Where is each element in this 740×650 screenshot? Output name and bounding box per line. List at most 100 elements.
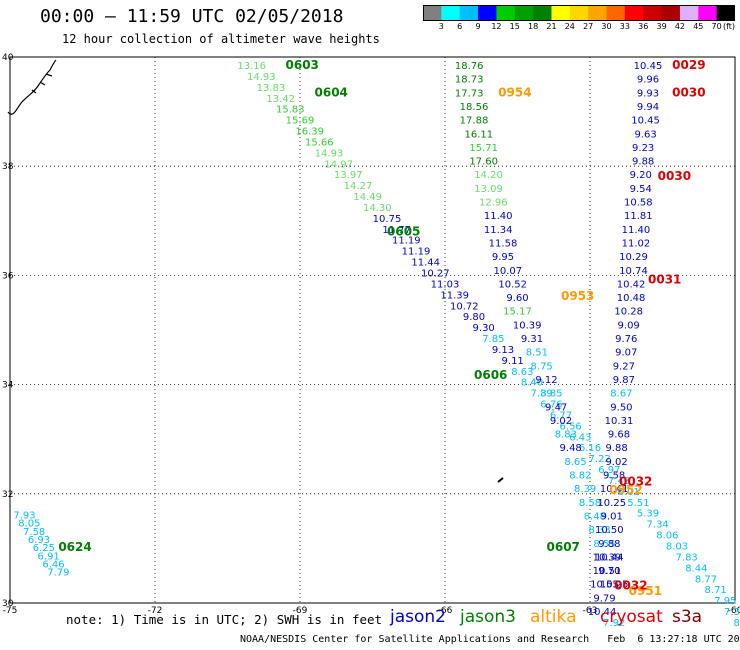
colorbar-swatch <box>514 5 534 21</box>
swh-point: 10.31 <box>605 416 634 427</box>
colorbar-swatch <box>569 5 589 21</box>
swh-point: 6.25 <box>33 543 55 554</box>
page-title: 00:00 – 11:59 UTC 02/05/2018 <box>40 6 344 27</box>
swh-point: 11.03 <box>431 279 460 290</box>
x-tick-label: -69 <box>293 606 308 616</box>
swh-point: 7.93 <box>13 510 35 521</box>
swh-point: 9.12 <box>535 375 557 386</box>
colorbar-swatch <box>496 5 516 21</box>
swh-point: 9.54 <box>630 184 652 195</box>
swh-point: 8.05 <box>18 519 40 530</box>
x-tick-label: -60 <box>728 606 740 616</box>
swh-point: 9.93 <box>637 88 659 99</box>
swh-point: 9.70 <box>598 566 620 577</box>
swh-point: 11.02 <box>622 238 651 249</box>
colorbar-tick-label: 18 <box>528 22 539 31</box>
x-tick-label: -72 <box>148 606 163 616</box>
track-time-label: 0624 <box>58 540 91 554</box>
colorbar-tick-label: 30 <box>601 22 612 31</box>
track-time-label: 0606 <box>474 368 507 382</box>
track-time-label: 0604 <box>315 85 348 99</box>
colorbar-tick-label: 21 <box>546 22 557 31</box>
swh-point: 8.65 <box>564 457 586 468</box>
y-tick-label: 30 <box>2 599 14 609</box>
swh-point: 10.44 <box>588 607 617 618</box>
swh-point: 5.51 <box>627 498 649 509</box>
swh-point: 9.31 <box>521 334 543 345</box>
colorbar-swatch <box>698 5 718 21</box>
swh-point: 10.74 <box>619 266 648 277</box>
swh-point: 9.27 <box>613 361 635 372</box>
swh-point: 11.34 <box>484 225 513 236</box>
swh-point: 8.75 <box>531 361 553 372</box>
track-time-label: 0954 <box>498 85 531 99</box>
legend-note: note: 1) Time is in UTC; 2) SWH is in fe… <box>66 612 383 627</box>
swh-point: 6.56 <box>560 421 582 432</box>
swh-point: 9.11 <box>502 356 524 367</box>
swh-point: 8.83 <box>555 430 577 441</box>
swh-point: 7.38 <box>724 607 740 618</box>
swh-point: 10.48 <box>617 293 646 304</box>
colorbar-swatch <box>624 5 644 21</box>
swh-point: 9.09 <box>618 320 640 331</box>
swh-point: 8.27 <box>734 618 740 629</box>
x-tick-label: -63 <box>583 606 598 616</box>
swh-point: 13.97 <box>334 170 363 181</box>
track-time-label: 0605 <box>387 225 420 239</box>
colorbar-unit-label: (ft) <box>722 22 736 31</box>
colorbar-swatch <box>606 5 626 21</box>
swh-point: 6.77 <box>550 410 572 421</box>
colorbar-swatch <box>679 5 699 21</box>
swh-point: 16.11 <box>465 129 494 140</box>
swh-point: 7.83 <box>676 552 698 563</box>
swh-point: 10.25 <box>597 498 626 509</box>
swh-point: 9.96 <box>637 75 659 86</box>
colorbar-swatch <box>423 5 442 21</box>
swh-point: 13.09 <box>474 184 503 195</box>
swh-point: 9.07 <box>615 348 637 359</box>
colorbar-tick-label: 6 <box>457 22 463 31</box>
swh-point: 12.96 <box>479 198 508 209</box>
swh-point: 8.58 <box>579 498 601 509</box>
swh-point: 10.50 <box>595 525 624 536</box>
swh-point: 10.45 <box>634 61 663 72</box>
swh-point: 10.41 <box>600 484 629 495</box>
colorbar-tick-label: 15 <box>509 22 520 31</box>
swh-point: 11.81 <box>624 211 653 222</box>
swh-point: 11.39 <box>440 290 469 301</box>
track-time-label: 0030 <box>672 85 705 99</box>
colorbar-tick-label: 24 <box>564 22 575 31</box>
swh-point: 8.40 <box>521 378 543 389</box>
colorbar-tick-label: 3 <box>438 22 444 31</box>
colorbar-swatch <box>588 5 608 21</box>
swh-point: 8.51 <box>526 348 548 359</box>
y-tick-label: 34 <box>2 381 14 391</box>
swh-point: 7.43 <box>608 476 630 487</box>
swh-point: 9.30 <box>473 323 495 334</box>
swh-point: 14.93 <box>315 148 344 159</box>
swh-point: 9.63 <box>634 129 656 140</box>
swh-point: 13.16 <box>237 61 266 72</box>
track-time-label: 0953 <box>561 289 594 303</box>
swh-point: 9.68 <box>608 430 630 441</box>
swh-point: 6.91 <box>38 551 60 562</box>
y-tick-label: 38 <box>2 162 14 172</box>
swh-point: 9.23 <box>632 143 654 154</box>
swh-point: 8.03 <box>666 541 688 552</box>
y-tick-label: 40 <box>2 53 14 63</box>
swh-point: 6.01 <box>618 487 640 498</box>
swh-point: 14.20 <box>474 170 503 181</box>
colorbar-tick-label: 70 <box>711 22 722 31</box>
colorbar-tick-label: 27 <box>583 22 594 31</box>
swh-point: 8.77 <box>695 574 717 585</box>
swh-point: 9.88 <box>598 539 620 550</box>
legend-altika: altika <box>530 607 577 627</box>
colorbar-tick-label: 45 <box>693 22 704 31</box>
swh-point: 9.13 <box>492 345 514 356</box>
swh-point: 8.63 <box>511 367 533 378</box>
swh-point: 15.69 <box>286 116 315 127</box>
swh-point: 9.02 <box>550 416 572 427</box>
swh-point: 7.92 <box>603 618 625 629</box>
swh-point: 10.29 <box>619 252 648 263</box>
track-time-label: 0032 <box>619 475 652 489</box>
